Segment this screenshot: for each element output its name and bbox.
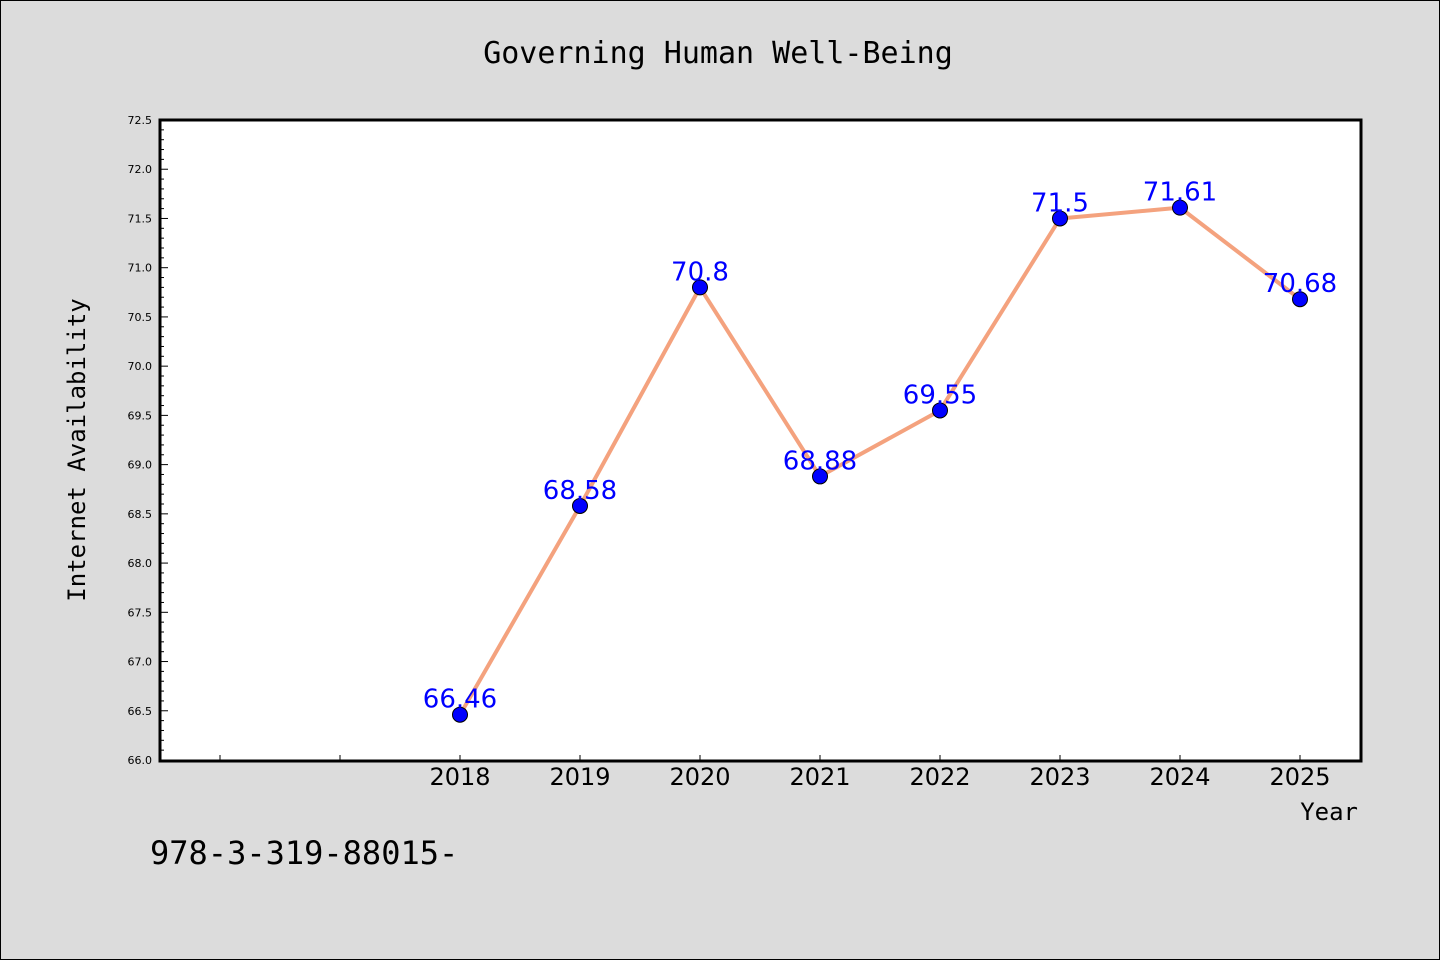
data-point	[812, 468, 828, 485]
y-tick-label: 68.0	[128, 557, 153, 570]
y-tick-label: 67.0	[128, 656, 153, 669]
y-tick-label: 70.5	[128, 311, 153, 324]
data-labels: 66.46 68.58 70.8 68.88 69.55 71.5 71.61 70.68	[423, 178, 1337, 715]
y-tick-label: 72.0	[128, 163, 153, 176]
data-label: 68.58	[543, 476, 617, 506]
y-tick-label: 69.0	[128, 459, 153, 472]
data-points	[452, 199, 1308, 723]
y-tick-label: 70.0	[128, 360, 153, 373]
footer-isbn: 978-3-319-88015-	[150, 834, 458, 872]
data-point	[692, 279, 708, 296]
data-point	[932, 402, 948, 419]
chart-title: Governing Human Well-Being	[483, 36, 953, 71]
y-tick-label: 68.5	[128, 508, 153, 521]
data-point	[1052, 210, 1068, 227]
data-point	[1172, 199, 1188, 216]
data-label: 69.55	[903, 380, 977, 410]
x-tick-label: 2019	[549, 763, 610, 791]
data-label: 71.5	[1031, 188, 1089, 218]
x-tick-label: 2022	[909, 763, 970, 791]
y-tick-label: 66.0	[128, 754, 153, 767]
y-tick-label: 66.5	[128, 705, 153, 718]
x-tick-label: 2024	[1149, 763, 1210, 791]
x-tick-label: 2025	[1269, 763, 1330, 791]
data-label: 70.8	[671, 257, 729, 287]
y-tick-label: 71.0	[128, 262, 153, 275]
data-label: 68.88	[783, 446, 857, 476]
x-tick-label: 2018	[429, 763, 490, 791]
data-label: 71.61	[1143, 178, 1217, 208]
data-point	[452, 706, 468, 723]
y-tick-label: 71.5	[128, 212, 153, 225]
y-tick-label: 67.5	[128, 606, 153, 619]
x-tick-label: 2021	[789, 763, 850, 791]
x-tick-label: 2020	[669, 763, 730, 791]
y-axis-label: Internet Availability	[63, 298, 91, 601]
x-tick-label: 2023	[1029, 763, 1090, 791]
plot-area	[158, 118, 1363, 763]
data-point	[1292, 291, 1308, 308]
data-label: 70.68	[1263, 269, 1337, 299]
series-line	[458, 205, 1302, 716]
x-axis-label: Year	[1300, 798, 1358, 826]
data-point	[572, 497, 588, 514]
y-axis-ticks: 66.0 66.5 67.0 67.5 68.0 68.5 69.0 69.5 70.0 70.5…	[128, 114, 168, 767]
x-axis-ticks: 2018 2019 2020 2021 2022 2023 2024 2025	[219, 755, 1331, 791]
y-tick-label: 72.5	[128, 114, 153, 127]
y-tick-label: 69.5	[128, 409, 153, 422]
data-label: 66.46	[423, 685, 497, 715]
